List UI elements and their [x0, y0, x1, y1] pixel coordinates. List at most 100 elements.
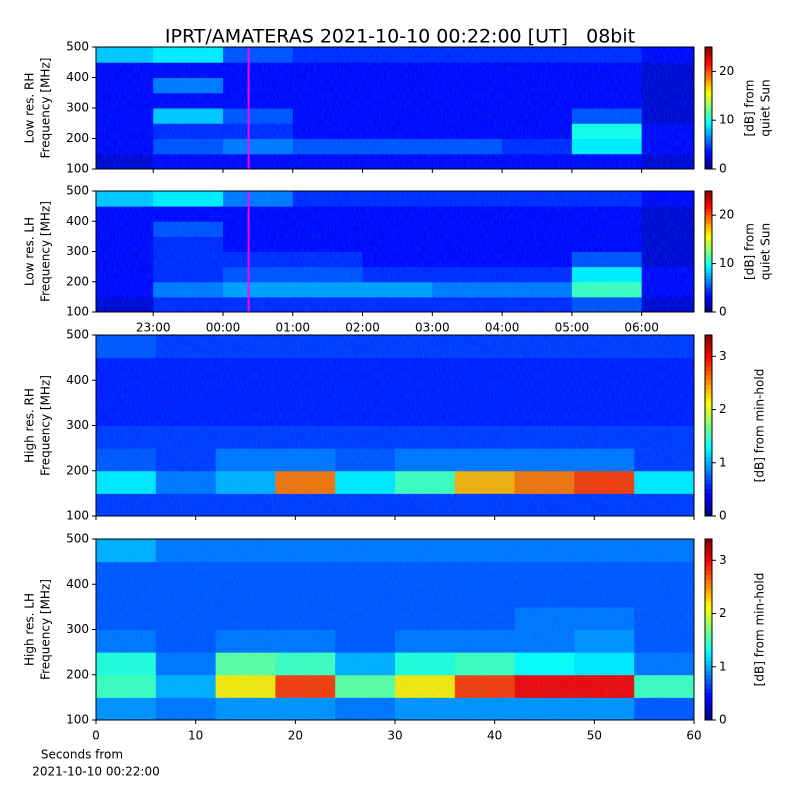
colorbar-segment [705, 257, 712, 262]
y-tick-label: 200 [66, 667, 89, 681]
colorbar-tick-label: 0 [719, 713, 727, 727]
colorbar-segment [705, 466, 712, 472]
x-tick-label: 60 [686, 729, 701, 743]
colorbar-segment [705, 129, 712, 133]
colorbar-segment [705, 488, 712, 494]
colorbar-segment [705, 50, 712, 54]
colorbar-segment [705, 570, 712, 576]
colorbar-segment [705, 83, 712, 88]
colorbar-segment [705, 123, 712, 127]
colorbar-tick-label: 1 [719, 659, 727, 673]
x-tick-label: 03:00 [415, 321, 450, 335]
colorbar-segment [705, 98, 712, 103]
colorbar-segment [705, 194, 712, 198]
texture [96, 47, 694, 169]
colorbar-segment [705, 117, 712, 121]
colorbar-segment [705, 147, 712, 152]
colorbar-segment [705, 206, 712, 210]
y-tick-label: 200 [66, 463, 89, 477]
colorbar-segment [705, 209, 712, 213]
colorbar-segment [705, 203, 712, 207]
colorbar-segment [705, 254, 712, 259]
colorbar-segment [705, 479, 712, 485]
colorbar-tick-label: 10 [719, 256, 734, 270]
x-tick-label: 06:00 [624, 321, 659, 335]
colorbar-segment [705, 665, 712, 671]
colorbar-tick-label: 20 [719, 208, 734, 222]
y-tick-label: 300 [66, 244, 89, 258]
colorbar-segment [705, 697, 712, 703]
y-tick-label: 400 [66, 577, 89, 591]
texture [96, 335, 694, 516]
x-tick-label: 0 [92, 729, 100, 743]
colorbar-segment [705, 242, 712, 246]
colorbar-segment [705, 287, 712, 292]
colorbar-segment [705, 634, 712, 640]
colorbar-segment [705, 611, 712, 617]
colorbar-segment [705, 269, 712, 274]
colorbar-segment [705, 281, 712, 286]
colorbar-tick-label: 2 [719, 402, 727, 416]
colorbar-frame [704, 538, 713, 721]
colorbar-segment [705, 218, 712, 222]
colorbar-tick-label: 2 [719, 606, 727, 620]
colorbar-label: [dB] from min-hold [753, 369, 767, 483]
colorbar-segment [705, 398, 712, 404]
y-tick-label: 300 [66, 622, 89, 636]
colorbar-segment [705, 308, 712, 313]
colorbar-segment [705, 153, 712, 158]
colorbar-segment [705, 375, 712, 381]
colorbar-segment [705, 65, 712, 69]
colorbar-tick-label: 3 [719, 553, 727, 567]
x-axis-label: 2021-10-10 00:22:00 [32, 765, 159, 779]
colorbar-segment [705, 305, 712, 310]
colorbar-segment [705, 215, 712, 219]
colorbar-segment [705, 56, 712, 60]
x-tick-label: 50 [587, 729, 602, 743]
colorbar-segment [705, 647, 712, 653]
colorbar-segment [705, 165, 712, 170]
colorbar-segment [705, 357, 712, 363]
colorbar-segment [705, 290, 712, 295]
colorbar-segment [705, 293, 712, 298]
colorbar-segment [705, 425, 712, 431]
y-tick-label: 100 [66, 305, 89, 319]
colorbar-segment [705, 706, 712, 712]
colorbar-segment [705, 95, 712, 100]
colorbar-segment [705, 597, 712, 603]
colorbar-segment [705, 114, 712, 118]
colorbar-segment [705, 53, 712, 57]
colorbar-segment [705, 411, 712, 417]
colorbar-segment [705, 638, 712, 644]
colorbar-segment [705, 233, 712, 237]
colorbar-frame [704, 46, 713, 170]
colorbar-tick-label: 20 [719, 64, 734, 78]
colorbar-segment [705, 557, 712, 563]
colorbar-segment [705, 144, 712, 149]
y-axis-label: Frequency [MHz] [39, 58, 53, 159]
colorbar-segment [705, 402, 712, 408]
colorbar-tick-label: 0 [719, 162, 727, 176]
x-tick-label: 10 [188, 729, 203, 743]
colorbar-segment [705, 715, 712, 721]
colorbar-segment [705, 159, 712, 164]
colorbar-segment [705, 302, 712, 307]
colorbar-segment [705, 506, 712, 512]
colorbar-segment [705, 251, 712, 256]
colorbar-segment [705, 212, 712, 216]
colorbar-segment [705, 366, 712, 372]
y-tick-label: 400 [66, 373, 89, 387]
colorbar-segment [705, 227, 712, 231]
colorbar-segment [705, 339, 712, 345]
colorbar-segment [705, 511, 712, 517]
y-axis-label: Frequency [MHz] [39, 375, 53, 476]
colorbar-segment [705, 260, 712, 265]
x-tick-label: 05:00 [555, 321, 590, 335]
colorbar-segment [705, 62, 712, 66]
colorbar-segment [705, 92, 712, 97]
colorbar-segment [705, 348, 712, 354]
colorbar-segment [705, 230, 712, 234]
x-tick-label: 40 [487, 729, 502, 743]
colorbar-label: [dB] from [743, 223, 757, 280]
y-tick-label: 500 [66, 40, 89, 54]
